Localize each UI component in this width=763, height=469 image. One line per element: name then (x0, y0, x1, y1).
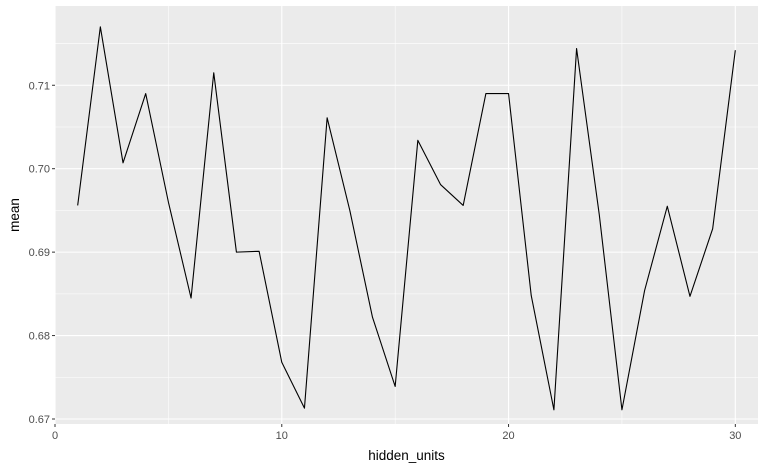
major-gridlines (54, 6, 758, 424)
x-axis-title: hidden_units (368, 448, 445, 463)
series-line (77, 26, 736, 411)
x-tick-labels: 0 10 20 30 (52, 430, 742, 442)
y-tick-label: 0.70 (29, 164, 50, 176)
x-tick-label: 30 (729, 430, 741, 442)
y-tick-label: 0.71 (29, 80, 50, 92)
x-tick-label: 20 (502, 430, 514, 442)
axis-ticks (52, 84, 736, 427)
y-tick-labels: 0.67 0.68 0.69 0.70 0.71 (29, 80, 50, 426)
y-tick-label: 0.67 (29, 414, 50, 426)
y-tick-label: 0.68 (29, 331, 50, 343)
x-tick-label: 0 (52, 430, 58, 442)
panel-background (55, 6, 758, 424)
minor-gridlines (55, 6, 758, 424)
y-tick-label: 0.69 (29, 247, 50, 259)
y-axis-title: mean (7, 198, 22, 232)
x-tick-label: 10 (276, 430, 288, 442)
